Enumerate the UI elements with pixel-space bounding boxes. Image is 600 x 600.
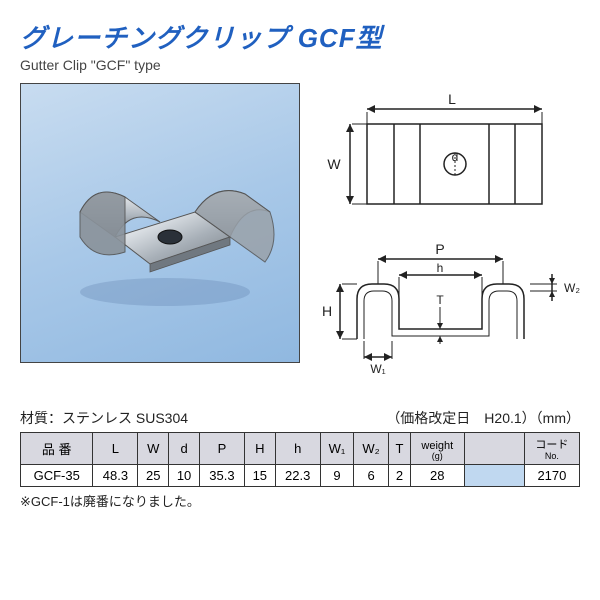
th-W1: W₁: [320, 433, 354, 465]
th-item: 品 番: [21, 433, 93, 465]
cell-W1: 9: [320, 465, 354, 487]
th-h: h: [275, 433, 320, 465]
spec-table: 品 番 L W d P H h W₁ W₂ T weight(g) コードNo.…: [20, 432, 580, 487]
label-H: H: [322, 303, 332, 319]
footnote: ※GCF-1は廃番になりました。: [20, 491, 580, 510]
th-d: d: [169, 433, 200, 465]
label-h: h: [437, 261, 444, 275]
th-code: コードNo.: [524, 433, 579, 465]
cell-H: 15: [244, 465, 275, 487]
spec-section: 材質：ステンレス SUS304 （価格改定日 H20.1）（mm） 品 番 L …: [20, 408, 580, 510]
title-jp: グレーチングクリップ GCF型: [20, 18, 580, 55]
cell-weight: 28: [411, 465, 464, 487]
cell-d: 10: [169, 465, 200, 487]
price-note: （価格改定日 H20.1）（mm）: [386, 408, 580, 428]
label-W2: W₂: [564, 281, 580, 295]
th-weight: weight(g): [411, 433, 464, 465]
th-W2: W₂: [354, 433, 389, 465]
cell-P: 35.3: [199, 465, 244, 487]
cell-h: 22.3: [275, 465, 320, 487]
cell-code: 2170: [524, 465, 579, 487]
table-row: GCF-35 48.3 25 10 35.3 15 22.3 9 6 2 28 …: [21, 465, 580, 487]
clip-illustration: [45, 142, 275, 322]
product-photo: [20, 83, 300, 363]
th-T: T: [388, 433, 410, 465]
th-H: H: [244, 433, 275, 465]
label-W1: W₁: [370, 362, 385, 376]
cell-L: 48.3: [93, 465, 138, 487]
label-W: W: [327, 156, 341, 172]
dimension-diagrams: L W d: [306, 83, 582, 384]
cell-price: [464, 465, 524, 487]
label-T: T: [436, 293, 444, 307]
cell-W: 25: [138, 465, 169, 487]
cell-item: GCF-35: [21, 465, 93, 487]
th-L: L: [93, 433, 138, 465]
th-P: P: [199, 433, 244, 465]
table-header-row: 品 番 L W d P H h W₁ W₂ T weight(g) コードNo.: [21, 433, 580, 465]
cell-W2: 6: [354, 465, 389, 487]
material-label: 材質：ステンレス SUS304: [20, 408, 188, 428]
th-W: W: [138, 433, 169, 465]
label-P: P: [435, 241, 444, 257]
label-d: d: [452, 150, 459, 164]
cell-T: 2: [388, 465, 410, 487]
content-row: L W d: [20, 83, 580, 384]
label-L: L: [448, 91, 456, 107]
title-en: Gutter Clip "GCF" type: [20, 57, 580, 73]
th-price: [464, 433, 524, 465]
diagram-side-view: P h H T W₁ W₂: [312, 229, 582, 379]
diagram-top-view: L W d: [312, 89, 582, 224]
